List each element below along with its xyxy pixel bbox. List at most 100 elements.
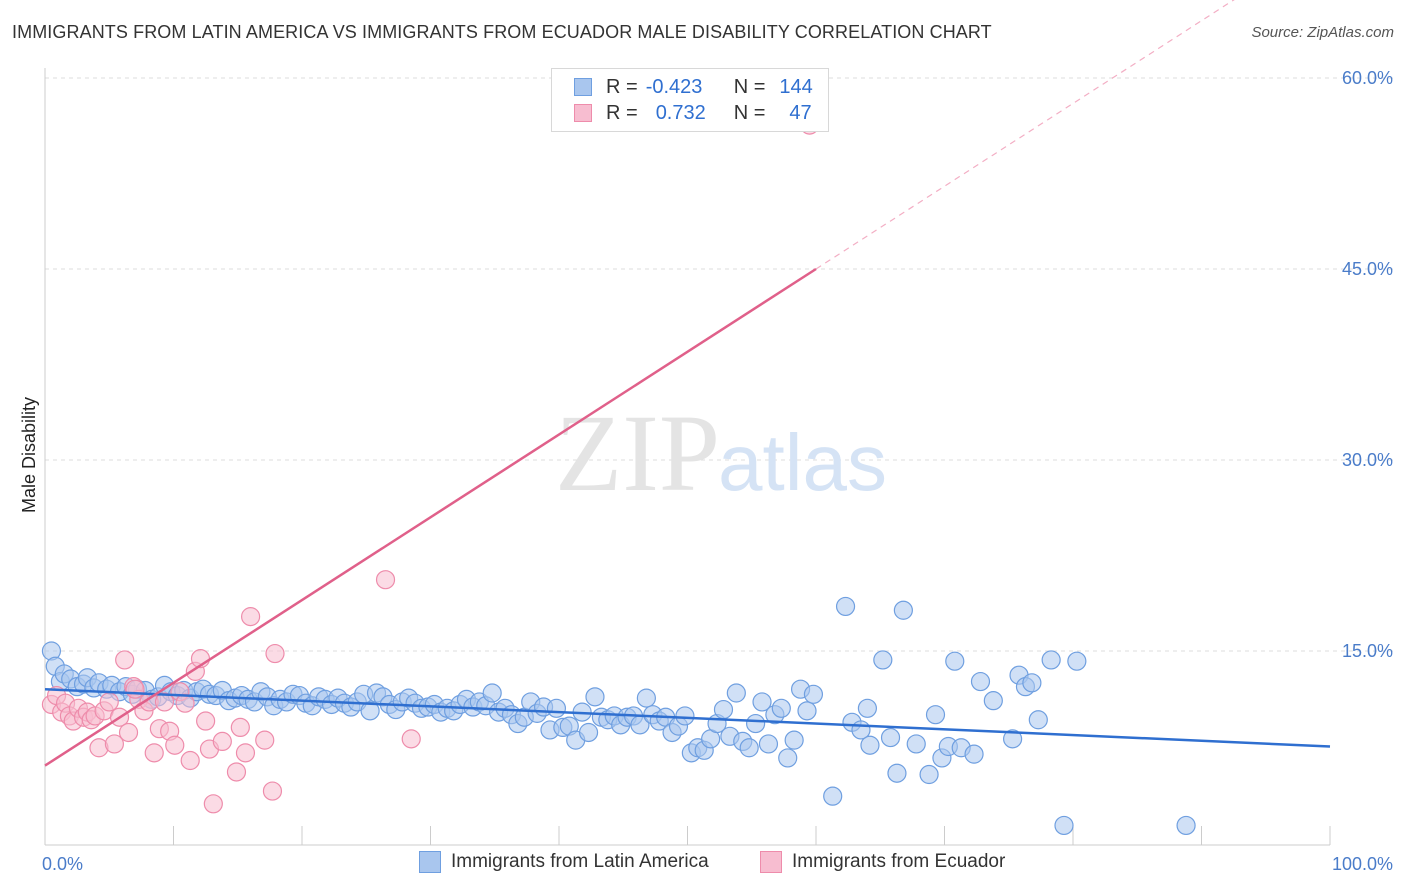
series-legend: Immigrants from Latin America Immigrants… [0, 851, 1406, 877]
legend-n-label: N = [733, 101, 766, 124]
watermark: ZIP atlas [555, 392, 887, 514]
y-tick-label: 60.0% [1342, 68, 1393, 88]
legend-swatch-blue [419, 851, 441, 873]
data-point [746, 713, 766, 734]
data-point [1003, 729, 1023, 749]
data-point [144, 743, 164, 763]
y-tick-label: 30.0% [1342, 450, 1393, 470]
data-point [115, 650, 135, 670]
y-axis-label: Male Disability [19, 397, 39, 513]
data-point [964, 744, 984, 764]
legend-swatch-blue [574, 78, 592, 96]
legend-label: Immigrants from Ecuador [792, 851, 1006, 872]
data-point [241, 607, 261, 627]
legend-n-value: 47 [789, 101, 812, 124]
data-point [771, 698, 791, 718]
data-point [360, 701, 380, 721]
source-label: Source: ZipAtlas.com [1251, 24, 1394, 41]
x-tick-label: 100.0% [1332, 854, 1393, 874]
data-point [180, 750, 200, 771]
gridlines [45, 77, 1395, 652]
watermark-atlas: atlas [718, 418, 887, 507]
data-point [1054, 815, 1074, 836]
data-point [375, 570, 396, 590]
data-point [835, 596, 856, 617]
data-point [255, 730, 275, 750]
legend-row-ecuador: R = 0.732 N = 47 [574, 101, 812, 125]
data-point [823, 786, 843, 806]
data-point [212, 731, 232, 752]
x-tick-label: 0.0% [42, 854, 83, 874]
y-tick-labels: 15.0% 30.0% 45.0% 60.0% [1342, 68, 1393, 661]
legend-item-latin-america[interactable]: Immigrants from Latin America [419, 851, 709, 873]
chart-title: IMMIGRANTS FROM LATIN AMERICA VS IMMIGRA… [12, 22, 992, 42]
data-point [906, 734, 926, 754]
trend-line-ecuador [44, 267, 817, 767]
x-tick-labels: 0.0% 100.0% [42, 854, 1393, 874]
y-tick-label: 45.0% [1342, 259, 1393, 279]
data-point [546, 698, 567, 718]
trend-lines [44, 0, 1331, 767]
correlation-legend: R = -0.423 N = 144 R = 0.732 N = 47 [551, 68, 829, 132]
data-point [1176, 815, 1196, 836]
data-point [857, 698, 878, 718]
legend-label: Immigrants from Latin America [451, 851, 709, 872]
data-point [265, 643, 285, 664]
axes [44, 68, 1331, 846]
data-point [880, 727, 901, 748]
data-point [154, 692, 175, 712]
data-point [99, 692, 119, 712]
data-point [636, 688, 656, 708]
data-point [196, 711, 216, 731]
legend-n-label: N = [733, 75, 766, 98]
data-point [401, 729, 421, 749]
data-point [726, 683, 746, 703]
data-point [262, 781, 283, 801]
trend-line-latin-america [44, 687, 1331, 748]
data-point [230, 717, 250, 738]
data-point [919, 764, 939, 785]
legend-swatch-pink [760, 851, 782, 873]
data-point [1067, 651, 1087, 671]
data-point [578, 722, 599, 743]
data-point [893, 600, 913, 620]
data-point [118, 722, 139, 743]
data-point [104, 734, 124, 754]
data-point [860, 735, 880, 755]
data-point [203, 794, 223, 814]
legend-item-ecuador[interactable]: Immigrants from Ecuador [760, 851, 1005, 873]
data-point [739, 738, 759, 758]
data-point [797, 701, 817, 721]
data-point [970, 671, 991, 692]
legend-n-value: 144 [779, 75, 813, 98]
legend-r-value: -0.423 [645, 75, 703, 98]
data-point [482, 683, 502, 703]
trend-line-ecuador-extension [815, 0, 1235, 270]
data-point [752, 692, 772, 712]
data-point [925, 705, 946, 725]
data-point [758, 734, 779, 754]
data-point [983, 691, 1003, 711]
data-point [1028, 710, 1048, 730]
data-point [226, 762, 247, 782]
data-point [675, 706, 695, 726]
data-point [945, 651, 965, 671]
data-point [125, 679, 145, 699]
legend-row-latin-america: R = -0.423 N = 144 [574, 75, 813, 99]
legend-r-label: R = [606, 101, 638, 124]
series-ecuador-points [41, 115, 820, 814]
data-point [873, 650, 893, 670]
data-point [1022, 673, 1042, 693]
data-point [1041, 650, 1061, 670]
data-point [713, 699, 734, 720]
data-point [585, 687, 605, 707]
legend-swatch-pink [574, 104, 592, 122]
data-point [235, 743, 256, 763]
data-point [165, 735, 185, 755]
data-point [887, 763, 907, 783]
data-point [803, 684, 824, 704]
legend-r-value: 0.732 [655, 101, 706, 124]
y-tick-label: 15.0% [1342, 641, 1393, 661]
series-latin-america-points [41, 596, 1196, 836]
